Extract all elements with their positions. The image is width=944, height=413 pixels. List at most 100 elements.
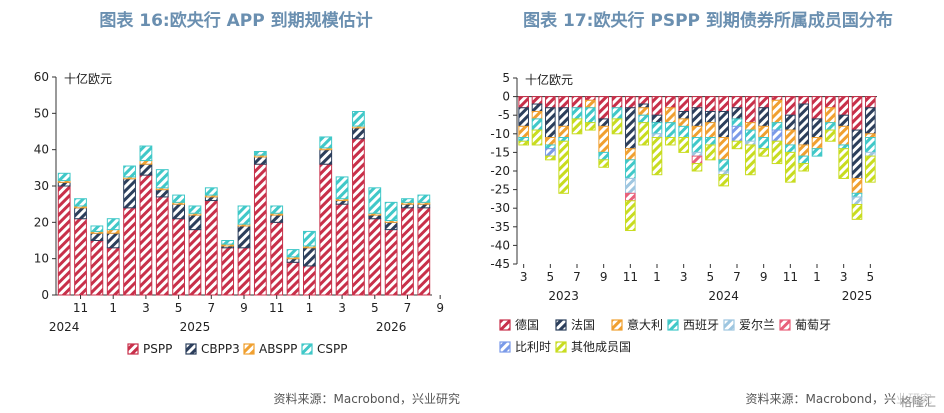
bar-series-3 — [270, 205, 284, 214]
bar-series-3 — [678, 125, 689, 139]
bar-series-7 — [638, 122, 649, 146]
bar-series-1 — [518, 107, 529, 127]
bar-series-1 — [123, 178, 136, 209]
bar-series-1 — [678, 110, 689, 120]
x-tick-label: 7 — [573, 270, 581, 284]
watermark: 格隆汇 — [895, 392, 940, 411]
legend-label: 其他成员国 — [571, 340, 631, 354]
bar-series-3 — [319, 136, 333, 149]
bar-series-3 — [705, 137, 716, 146]
x-tick-label: 11 — [783, 270, 798, 284]
bar-series-1 — [303, 247, 316, 267]
bar-series-3 — [417, 194, 431, 203]
bar-series-3 — [384, 201, 398, 222]
bar-series-0 — [531, 96, 543, 105]
bar-series-3 — [865, 137, 876, 153]
bar-series-0 — [123, 207, 136, 296]
legend-swatch — [667, 319, 679, 331]
legend-label: 法国 — [571, 318, 595, 332]
bar-series-2 — [106, 229, 120, 234]
bar-series-1 — [270, 214, 284, 223]
bar-series-3 — [155, 169, 169, 189]
bar-series-2 — [798, 144, 809, 157]
year-label: 2024 — [49, 320, 80, 334]
x-tick-label: 5 — [175, 301, 183, 315]
bar-series-3 — [401, 198, 414, 203]
legend-swatch — [723, 319, 735, 331]
x-tick-label: 1 — [109, 301, 117, 315]
bar-series-0 — [585, 96, 596, 101]
bar-series-1 — [798, 103, 809, 146]
bar-series-1 — [352, 127, 365, 140]
bar-series-2 — [531, 110, 543, 120]
legend-label: 葡萄牙 — [795, 318, 831, 332]
bar-series-1 — [90, 232, 104, 242]
bar-series-0 — [204, 200, 218, 296]
left-source-note: 资料来源：Macrobond，兴业研究 — [273, 392, 461, 406]
legend-label: 德国 — [515, 317, 539, 332]
bar-series-0 — [139, 174, 153, 296]
bar-series-3 — [758, 137, 769, 150]
y-tick-label: -25 — [490, 183, 510, 197]
bar-series-1 — [155, 189, 169, 198]
legend-swatch — [611, 319, 623, 331]
bar-series-4 — [651, 133, 663, 139]
x-tick-label: 7 — [207, 301, 215, 315]
bar-series-1 — [74, 207, 87, 220]
y-tick-label: 0 — [502, 90, 510, 104]
y-tick-label: -35 — [490, 220, 510, 234]
bar-series-0 — [188, 229, 202, 296]
bar-series-1 — [851, 129, 863, 179]
bar-series-1 — [598, 118, 609, 127]
bar-series-0 — [221, 247, 235, 296]
bar-series-3 — [825, 122, 836, 131]
bar-series-1 — [204, 196, 218, 202]
x-tick-label: 11 — [269, 301, 284, 315]
bar-series-3 — [851, 192, 863, 198]
bar-series-0 — [237, 247, 251, 296]
legend-label: PSPP — [143, 342, 172, 356]
x-tick-label: 9 — [760, 270, 768, 284]
y-tick-label: 50 — [34, 106, 49, 120]
bar-series-7 — [665, 137, 676, 146]
bar-series-3 — [785, 144, 796, 153]
bar-series-3 — [691, 137, 703, 153]
bar-series-3 — [545, 144, 556, 150]
bar-series-2 — [771, 99, 783, 124]
x-tick-label: 5 — [371, 301, 379, 315]
bar-series-0 — [270, 221, 284, 296]
legend-swatch — [555, 341, 567, 353]
bar-series-1 — [57, 181, 71, 187]
bar-series-7 — [625, 200, 636, 232]
bar-series-7 — [825, 129, 836, 142]
bar-series-3 — [558, 137, 569, 142]
legend-label: 意大利 — [627, 317, 663, 332]
bar-series-3 — [139, 145, 153, 162]
bar-series-7 — [838, 148, 849, 179]
bar-series-2 — [758, 125, 769, 139]
bar-series-1 — [558, 107, 569, 127]
bar-series-5 — [625, 192, 636, 202]
bar-series-3 — [598, 151, 609, 161]
bar-series-0 — [106, 247, 120, 296]
bar-series-2 — [518, 125, 529, 139]
right-source-note: 资料来源：Macrobond，兴业研究 — [745, 392, 933, 406]
bar-series-2 — [825, 107, 836, 124]
legend-swatch — [243, 343, 255, 355]
bar-series-3 — [368, 187, 382, 214]
bar-series-0 — [798, 96, 809, 105]
bar-series-1 — [368, 214, 382, 220]
bar-series-0 — [825, 96, 836, 109]
bar-series-3 — [811, 148, 823, 157]
legend-label: 爱尔兰 — [739, 317, 775, 332]
bar-series-2 — [545, 137, 556, 146]
bar-series-0 — [352, 138, 365, 296]
bar-series-3 — [188, 205, 202, 214]
bar-series-1 — [545, 107, 556, 139]
bar-series-1 — [172, 203, 185, 220]
bar-series-0 — [571, 96, 583, 109]
bar-series-3 — [303, 230, 316, 247]
bar-series-0 — [74, 218, 87, 296]
bar-series-0 — [518, 96, 529, 109]
